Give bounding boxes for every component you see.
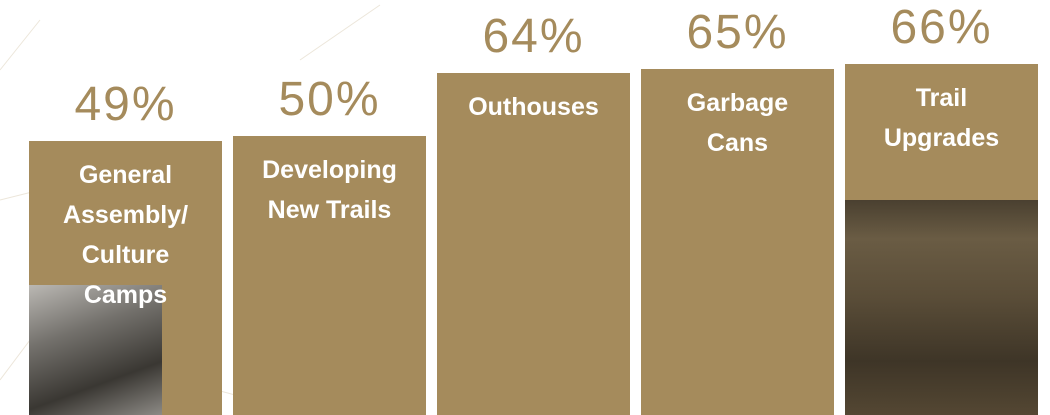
- category-label: Garbage Cans: [686, 88, 789, 157]
- bar: Outhouses: [437, 73, 630, 415]
- category-label: Trail Upgrades: [883, 84, 1000, 152]
- category-label: Developing New Trails: [262, 156, 397, 224]
- bar-photo: [845, 200, 1038, 415]
- bar: Garbage Cans: [641, 68, 834, 415]
- value-label: 66%: [890, 1, 993, 54]
- value-label: 49%: [74, 77, 177, 131]
- bar: Trail Upgrades: [845, 64, 1038, 415]
- category-label: General Assembly/ Culture Camps: [62, 160, 189, 309]
- bar: General Assembly/ Culture Camps: [29, 140, 222, 415]
- category-label: Outhouses: [468, 93, 599, 121]
- value-label: 65%: [686, 5, 789, 59]
- bar-photo: [29, 285, 162, 415]
- value-label: 64%: [482, 10, 585, 63]
- bar: Developing New Trails: [233, 136, 426, 415]
- value-label: 50%: [278, 73, 381, 126]
